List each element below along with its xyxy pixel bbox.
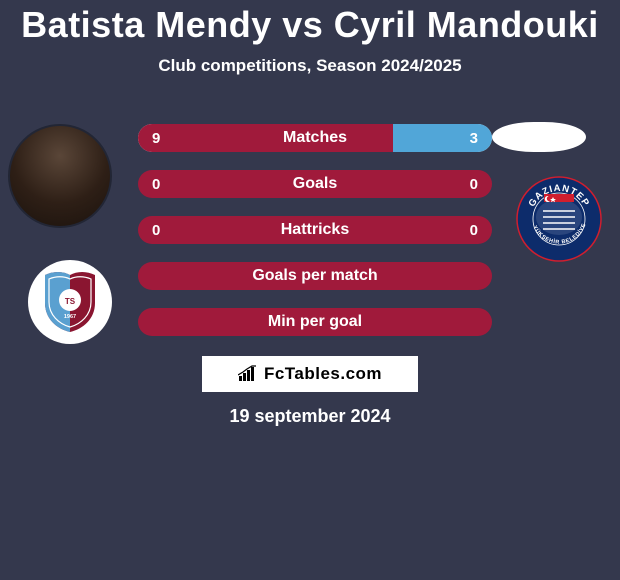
stat-row-matches: 9 Matches 3 [138, 124, 492, 152]
date-text: 19 september 2024 [0, 406, 620, 427]
club-badge-left: TS 1967 [28, 260, 112, 344]
stat-label: Min per goal [138, 308, 492, 336]
player-photo-left [8, 124, 112, 228]
stat-row-goals: 0 Goals 0 [138, 170, 492, 198]
svg-text:1967: 1967 [64, 314, 76, 320]
stat-value-right: 0 [470, 170, 478, 198]
stat-value-right: 3 [470, 124, 478, 152]
stat-row-mpg: Min per goal [138, 308, 492, 336]
trabzonspor-crest-icon: TS 1967 [43, 271, 97, 333]
stat-row-hattricks: 0 Hattricks 0 [138, 216, 492, 244]
stat-label: Hattricks [138, 216, 492, 244]
stat-label: Goals [138, 170, 492, 198]
brand-text: FcTables.com [264, 364, 382, 384]
page-subtitle: Club competitions, Season 2024/2025 [0, 56, 620, 76]
bar-chart-icon [238, 365, 258, 383]
stat-row-gpm: Goals per match [138, 262, 492, 290]
page-title: Batista Mendy vs Cyril Mandouki [0, 4, 620, 46]
club-badge-right: GAZIANTEP BÜYÜKŞEHİR BELEDİYESİ [516, 176, 602, 262]
svg-text:TS: TS [65, 297, 76, 306]
brand-badge: FcTables.com [202, 356, 418, 392]
stat-value-right: 0 [470, 216, 478, 244]
gaziantep-crest-icon: GAZIANTEP BÜYÜKŞEHİR BELEDİYESİ [516, 176, 602, 262]
player-photo-right [492, 122, 586, 152]
stat-label: Matches [138, 124, 492, 152]
stat-label: Goals per match [138, 262, 492, 290]
stats-container: 9 Matches 3 0 Goals 0 0 Hattricks 0 Goal… [138, 124, 492, 354]
